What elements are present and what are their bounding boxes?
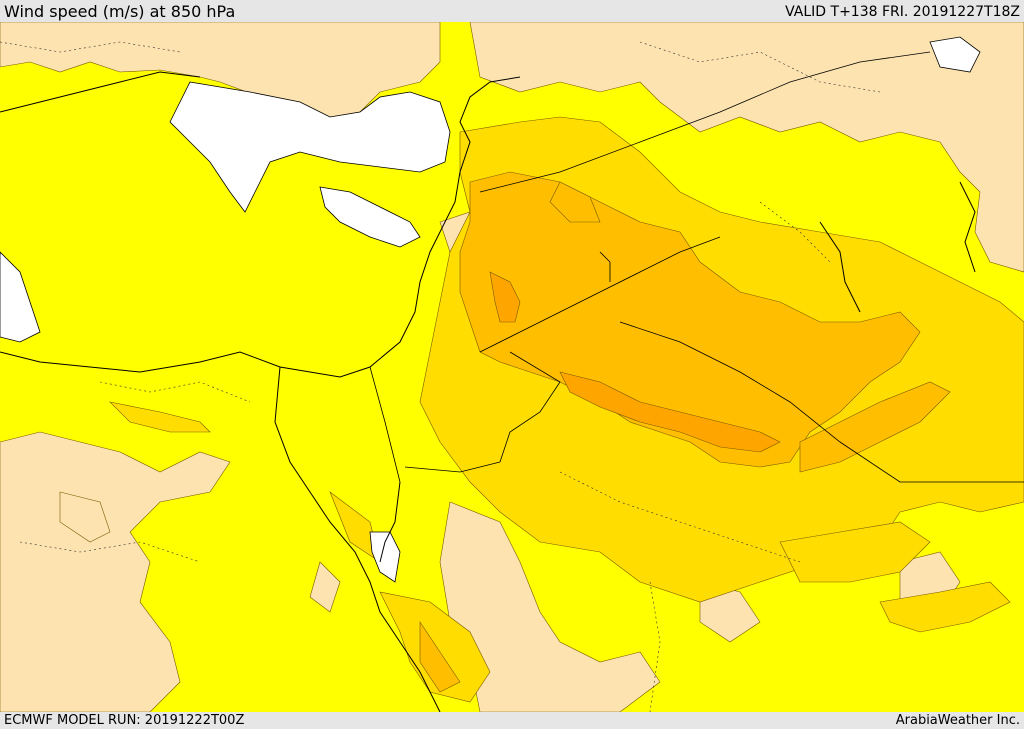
masked-areas [0,36,981,583]
valid-time: VALID T+138 FRI. 20191227T18Z [785,4,1020,20]
map-title: Wind speed (m/s) at 850 hPa [4,2,236,21]
political-borders [369,51,1024,483]
map-canvas [0,22,1024,712]
wind-speed-map [0,22,1024,712]
footer-bar: ECMWF MODEL RUN: 20191222T00Z ArabiaWeat… [0,712,1024,729]
header-bar: Wind speed (m/s) at 850 hPa VALID T+138 … [0,0,1024,22]
model-run-label: ECMWF MODEL RUN: 20191222T00Z [4,713,245,728]
credit-label: ArabiaWeather Inc. [895,713,1020,728]
band-highest-areas [489,271,781,453]
internal-borders [0,41,881,712]
coastlines [0,71,976,712]
band-higher-areas [419,171,951,693]
